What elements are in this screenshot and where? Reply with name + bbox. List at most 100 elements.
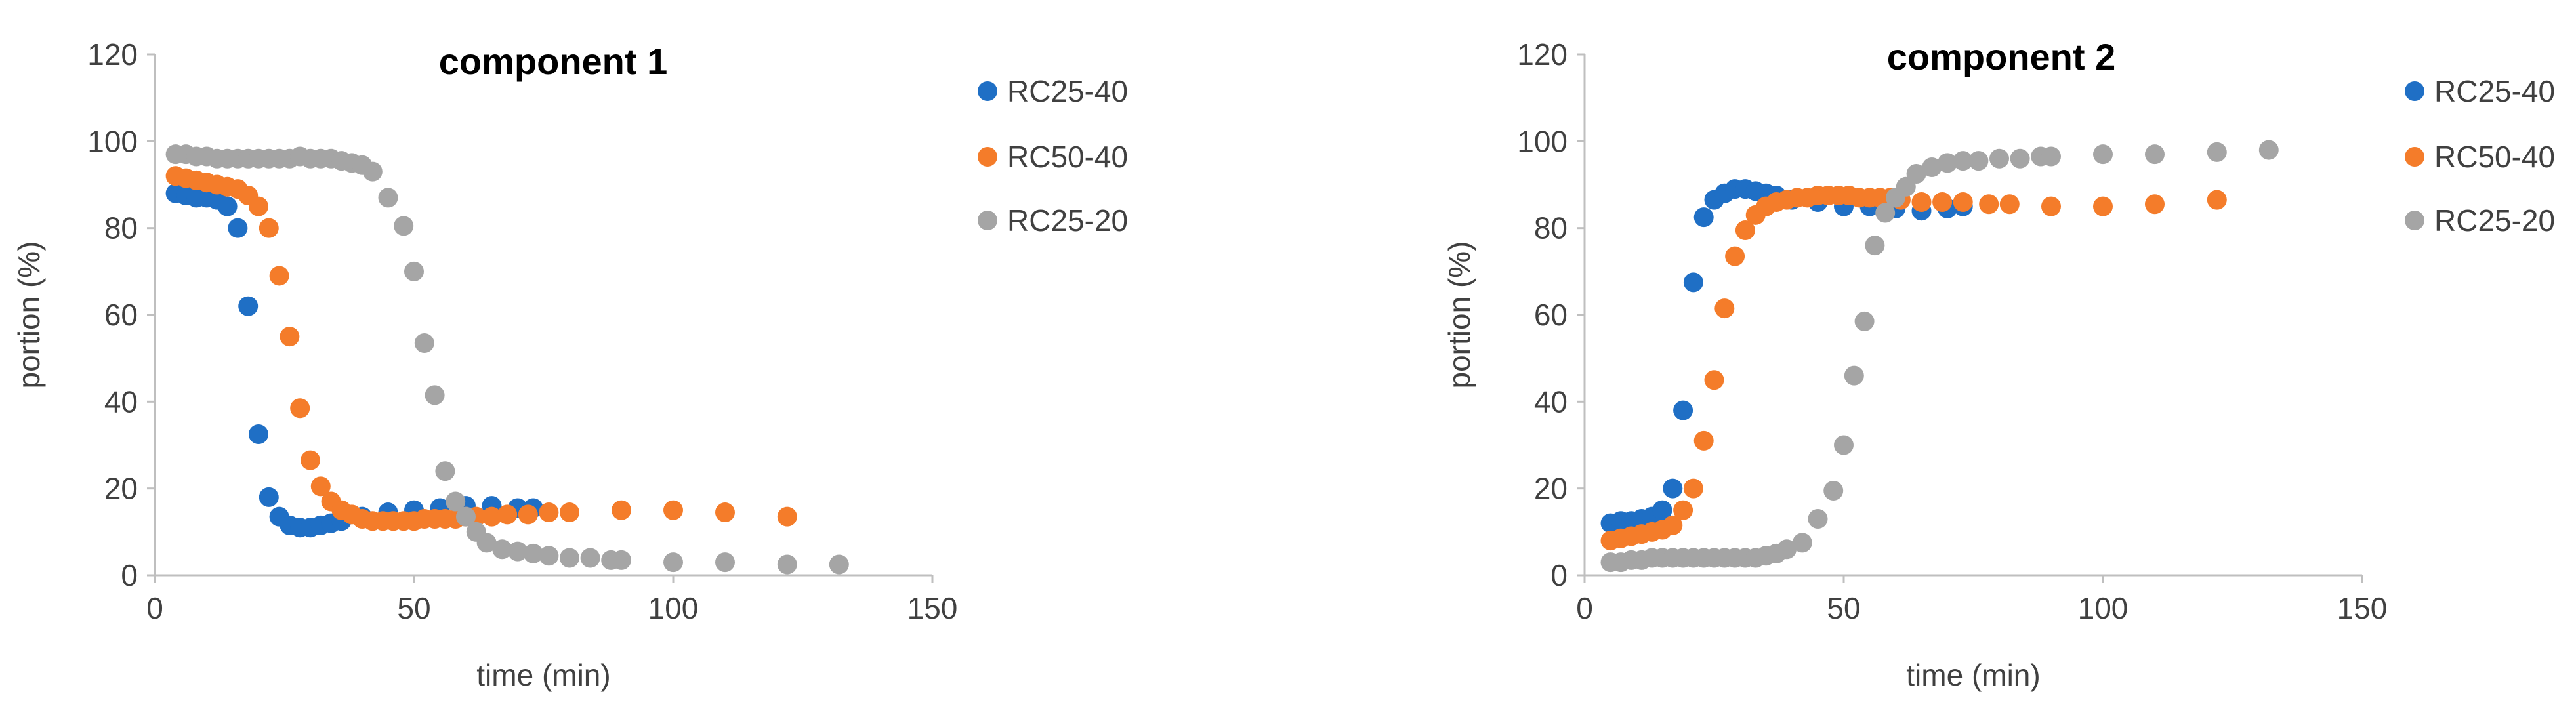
- x-tick-label: 50: [1827, 591, 1860, 625]
- x-tick-label: 100: [648, 591, 699, 625]
- data-point: [1673, 400, 1693, 420]
- x-tick-label: 50: [397, 591, 430, 625]
- data-point: [280, 327, 300, 347]
- data-point: [425, 385, 445, 405]
- data-point: [1693, 207, 1714, 228]
- y-tick-label: 100: [1517, 124, 1568, 158]
- legend-label: RC25-40: [2434, 74, 2555, 108]
- legend-marker: [2405, 211, 2424, 230]
- data-point: [1999, 194, 2020, 215]
- data-point: [1663, 478, 1683, 499]
- data-point: [1979, 194, 1999, 215]
- data-point: [1725, 246, 1745, 266]
- y-tick-label: 60: [1534, 298, 1568, 332]
- data-point: [497, 504, 518, 525]
- data-point: [2145, 144, 2165, 165]
- data-point: [404, 261, 424, 281]
- y-tick-label: 20: [1534, 472, 1568, 506]
- legend-label: RC50-40: [1007, 140, 1128, 174]
- data-point: [492, 539, 512, 560]
- data-point: [1906, 163, 1926, 184]
- data-point: [2145, 194, 2165, 215]
- data-point: [476, 533, 497, 553]
- data-point: [1953, 192, 1973, 212]
- data-point: [2207, 142, 2227, 162]
- data-point: [1663, 515, 1683, 535]
- data-point: [2093, 196, 2113, 216]
- data-point: [1922, 157, 1942, 178]
- x-tick-label: 150: [2337, 591, 2388, 625]
- data-point: [228, 218, 248, 238]
- series-RC50-40: [1600, 186, 2227, 551]
- y-tick-label: 80: [1534, 211, 1568, 245]
- chart-panel-2: 0 20 40 60 80 100 120 0 50 100 150 component 2 time …: [1442, 36, 2555, 692]
- legend-label: RC50-40: [2434, 140, 2555, 174]
- data-point: [362, 161, 383, 182]
- y-tick-label: 0: [121, 558, 138, 592]
- data-point: [1714, 298, 1735, 319]
- data-point: [580, 548, 600, 568]
- data-point: [539, 546, 559, 566]
- y-tick-label: 0: [1550, 558, 1568, 592]
- legend-marker: [978, 81, 997, 101]
- chart-panel-1: 0 20 40 60 80 100 120 0 50 100 150 component 1 time …: [12, 37, 1128, 692]
- data-point: [414, 333, 434, 354]
- x-axis-title: time (min): [476, 658, 610, 692]
- x-axis-title: time (min): [1906, 658, 2040, 692]
- data-point: [1844, 365, 1864, 386]
- data-point: [1938, 153, 1957, 173]
- x-tick-label: 0: [146, 591, 163, 625]
- series-RC25-40: [1600, 179, 1973, 533]
- data-point: [1693, 430, 1714, 451]
- data-point: [539, 502, 559, 523]
- data-point: [715, 552, 735, 573]
- y-tick-label: 20: [104, 472, 138, 506]
- series-RC50-40: [165, 166, 797, 531]
- data-point: [456, 506, 476, 527]
- data-point: [2041, 196, 2061, 216]
- data-point: [1875, 203, 1896, 223]
- data-point: [663, 500, 683, 520]
- data-point: [560, 502, 579, 523]
- data-point: [777, 506, 797, 527]
- data-point: [1854, 311, 1875, 331]
- data-point: [1823, 480, 1844, 501]
- data-point: [1683, 272, 1703, 293]
- y-tick-label: 40: [1534, 384, 1568, 419]
- data-point: [301, 450, 320, 470]
- legend-label: RC25-20: [1007, 203, 1128, 237]
- data-point: [663, 552, 683, 573]
- data-point: [2010, 148, 2030, 169]
- y-tick-label: 40: [104, 384, 138, 419]
- data-point: [249, 424, 268, 444]
- data-point: [446, 491, 466, 512]
- y-tick-label: 60: [104, 298, 138, 332]
- legend-marker: [2405, 81, 2424, 101]
- data-point: [715, 502, 735, 523]
- data-point: [1673, 500, 1693, 520]
- data-point: [310, 476, 331, 497]
- y-axis-title: portion (%): [1442, 241, 1476, 389]
- data-point: [1865, 236, 1885, 256]
- x-tick-label: 0: [1576, 591, 1593, 625]
- data-point: [2041, 146, 2061, 167]
- legend-marker: [978, 211, 997, 230]
- data-point: [2093, 144, 2113, 165]
- y-tick-label: 120: [1517, 37, 1568, 72]
- data-point: [435, 461, 455, 481]
- data-point: [249, 196, 268, 216]
- data-point: [482, 506, 502, 527]
- data-point: [1953, 151, 1973, 171]
- data-point: [290, 398, 310, 419]
- data-point: [394, 216, 414, 236]
- data-point: [612, 550, 631, 570]
- data-point: [1911, 192, 1932, 212]
- y-tick-label: 80: [104, 211, 138, 245]
- data-point: [259, 218, 279, 238]
- data-point: [1735, 220, 1755, 240]
- data-point: [269, 266, 289, 286]
- data-point: [1808, 508, 1828, 529]
- data-point: [612, 500, 631, 520]
- legend-label: RC25-40: [1007, 74, 1128, 108]
